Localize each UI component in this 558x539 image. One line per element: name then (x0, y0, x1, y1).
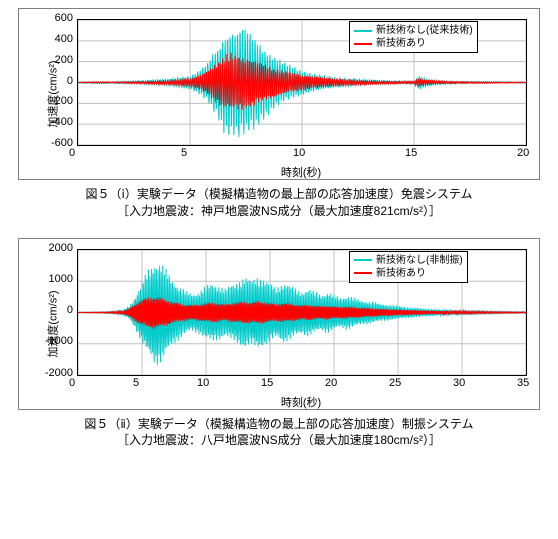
xtick-label: 15 (261, 377, 273, 389)
legend-label: 新技術あり (376, 37, 426, 50)
chart2-legend: 新技術なし(非制振)新技術あり (349, 251, 468, 283)
xtick-label: 10 (293, 147, 305, 159)
caption1: 図５（ⅰ）実験データ（模擬構造物の最上部の応答加速度）免震システム ［入力地震波… (8, 186, 550, 220)
ytick-label: 600 (55, 12, 73, 24)
legend-swatch (354, 272, 372, 274)
legend-label: 新技術あり (376, 267, 426, 280)
xtick-label: 10 (197, 377, 209, 389)
caption2-line2: ［入力地震波：八戸地震波NS成分（最大加速度180cm/s²）］ (117, 433, 441, 447)
caption1-line1: 図５（ⅰ）実験データ（模擬構造物の最上部の応答加速度）免震システム (86, 187, 473, 201)
legend-item: 新技術あり (354, 267, 463, 280)
xtick-label: 20 (517, 147, 529, 159)
legend-label: 新技術なし(従来技術) (376, 24, 473, 37)
chart1-block: 加速度(cm/s²) 新技術なし(従来技術)新技術あり 時刻(秒) -600-4… (8, 8, 550, 220)
xtick-label: 15 (405, 147, 417, 159)
caption1-line2: ［入力地震波：神戸地震波NS成分（最大加速度821cm/s²）］ (117, 204, 441, 218)
ytick-label: 400 (55, 33, 73, 45)
legend-swatch (354, 30, 372, 32)
xtick-label: 0 (69, 147, 75, 159)
chart1-frame: 加速度(cm/s²) 新技術なし(従来技術)新技術あり 時刻(秒) -600-4… (18, 8, 540, 180)
legend-swatch (354, 259, 372, 261)
xtick-label: 0 (69, 377, 75, 389)
ytick-label: 0 (67, 75, 73, 87)
legend-item: 新技術なし(非制振) (354, 254, 463, 267)
xtick-label: 5 (133, 377, 139, 389)
legend-label: 新技術なし(非制振) (376, 254, 463, 267)
xtick-label: 25 (389, 377, 401, 389)
xtick-label: 20 (325, 377, 337, 389)
chart1-legend: 新技術なし(従来技術)新技術あり (349, 21, 478, 53)
xtick-label: 35 (517, 377, 529, 389)
legend-item: 新技術あり (354, 37, 473, 50)
caption2-line1: 図５（ⅱ）実験データ（模擬構造物の最上部の応答加速度）制振システム (84, 417, 473, 431)
chart2-block: 加速度(cm/s²) 新技術なし(非制振)新技術あり 時刻(秒) -2000-1… (8, 238, 550, 450)
legend-item: 新技術なし(従来技術) (354, 24, 473, 37)
chart2-frame: 加速度(cm/s²) 新技術なし(非制振)新技術あり 時刻(秒) -2000-1… (18, 238, 540, 410)
chart1-xlabel: 時刻(秒) (77, 164, 525, 180)
chart2-xlabel: 時刻(秒) (77, 394, 525, 410)
ytick-label: 2000 (49, 242, 73, 254)
caption2: 図５（ⅱ）実験データ（模擬構造物の最上部の応答加速度）制振システム ［入力地震波… (8, 416, 550, 450)
xtick-label: 30 (453, 377, 465, 389)
legend-swatch (354, 43, 372, 45)
ytick-label: -1000 (45, 335, 73, 347)
ytick-label: -200 (51, 95, 73, 107)
ytick-label: -400 (51, 116, 73, 128)
ytick-label: 0 (67, 304, 73, 316)
ytick-label: 200 (55, 54, 73, 66)
xtick-label: 5 (181, 147, 187, 159)
ytick-label: 1000 (49, 273, 73, 285)
